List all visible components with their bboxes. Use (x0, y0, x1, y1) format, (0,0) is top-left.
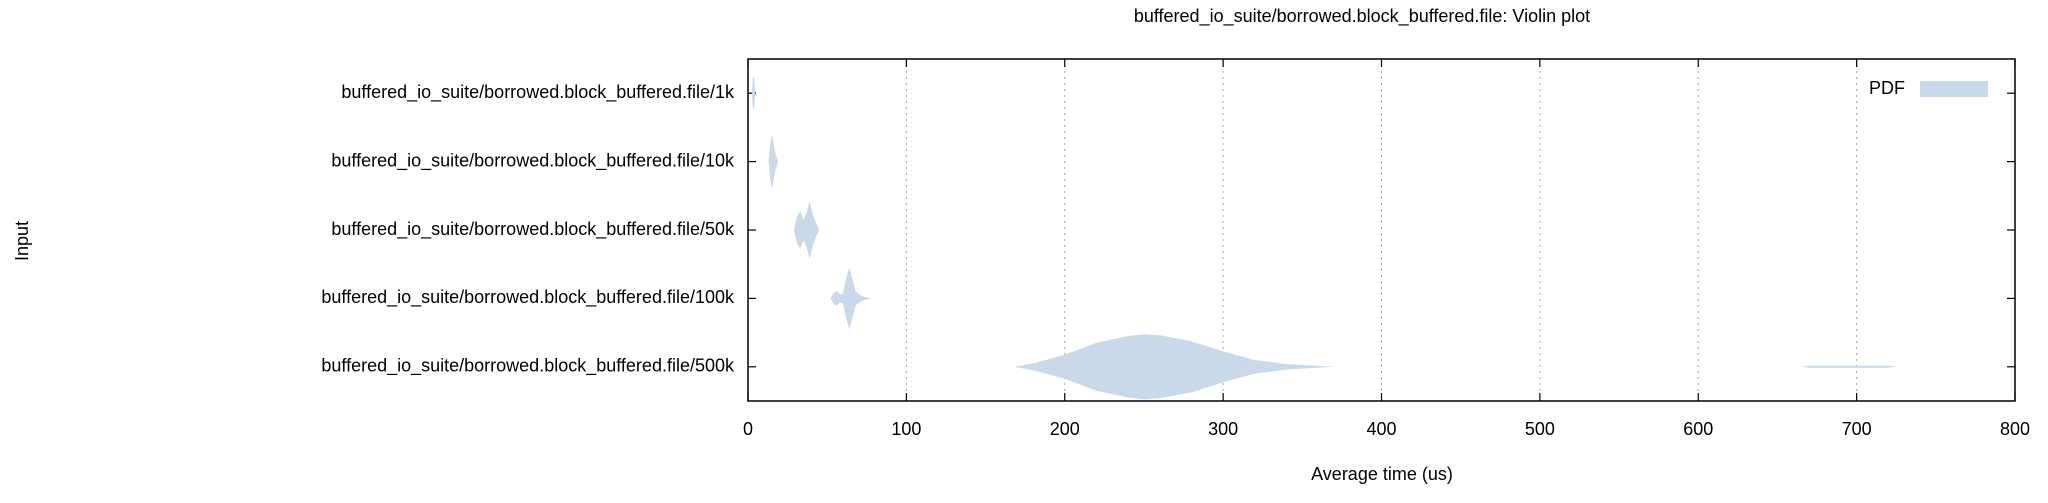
violin (830, 267, 872, 330)
y-tick-label: buffered_io_suite/borrowed.block_buffere… (331, 150, 735, 171)
x-tick-label: 200 (1050, 419, 1080, 439)
x-tick-label: 800 (2000, 419, 2030, 439)
x-tick-label: 700 (1842, 419, 1872, 439)
violin (793, 200, 820, 260)
y-tick-label: buffered_io_suite/borrowed.block_buffere… (321, 287, 735, 308)
plot-frame (747, 58, 2016, 402)
x-tick-label: 100 (891, 419, 921, 439)
x-tick-label: 300 (1208, 419, 1238, 439)
legend-swatch (1920, 81, 1988, 97)
legend-label: PDF (1869, 78, 1905, 98)
y-tick-label: buffered_io_suite/borrowed.block_buffere… (331, 219, 735, 240)
x-tick-label: 600 (1683, 419, 1713, 439)
violin (768, 134, 779, 189)
x-axis-label: Average time (us) (1311, 464, 1453, 484)
x-tick-label: 0 (743, 419, 753, 439)
chart-title: buffered_io_suite/borrowed.block_buffere… (1134, 6, 1590, 27)
violin (1014, 334, 1897, 400)
x-tick-label: 400 (1366, 419, 1396, 439)
y-tick-label: buffered_io_suite/borrowed.block_buffere… (341, 82, 735, 103)
y-axis-label: Input (12, 221, 32, 261)
x-tick-label: 500 (1525, 419, 1555, 439)
y-tick-label: buffered_io_suite/borrowed.block_buffere… (321, 356, 735, 377)
violin (752, 76, 756, 111)
